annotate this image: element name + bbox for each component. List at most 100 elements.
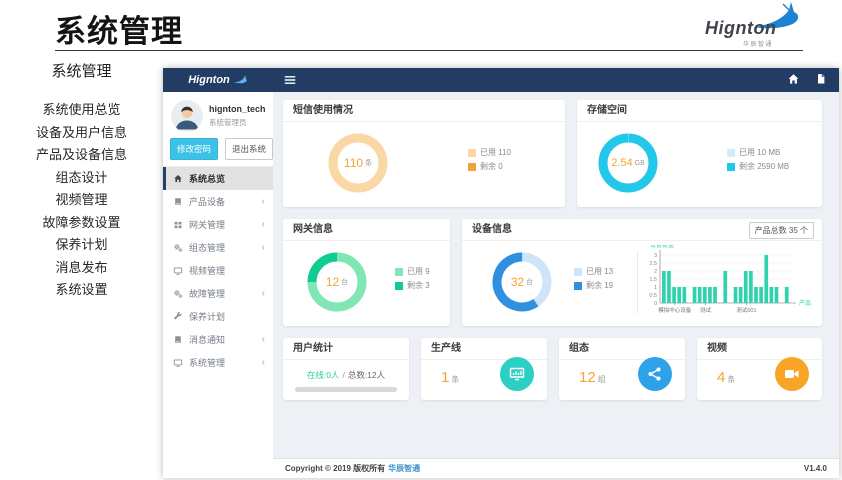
antelope-logo-icon <box>753 1 807 36</box>
menu-icon[interactable] <box>283 73 297 87</box>
sidebar-item-label: 故障管理 <box>189 289 226 299</box>
donut-value: 110 <box>343 156 364 170</box>
total-count: 总数:12人 <box>347 370 386 380</box>
legend-label: 剩余 2590 MB <box>739 162 790 171</box>
sidebar-menu-item[interactable]: 产品设备 ‹ <box>163 190 273 213</box>
chart-legend: 已用 9 剩余 3 <box>395 263 430 294</box>
svg-text:测试: 测试 <box>700 306 712 314</box>
sidebar-item-label: 保养计划 <box>189 312 226 322</box>
sidebar-menu-item[interactable]: 故障管理 ‹ <box>163 282 273 305</box>
legend-item: 已用 10 MB <box>727 147 789 158</box>
outer-nav-item[interactable]: 产品及设备信息 <box>35 147 127 162</box>
svg-text:2: 2 <box>654 269 657 275</box>
legend-label: 已用 9 <box>407 267 430 276</box>
legend-item: 已用 110 <box>468 147 511 158</box>
svg-text:产品: 产品 <box>799 299 811 307</box>
chevron-left-icon: ‹ <box>261 241 265 253</box>
sidebar-menu-item[interactable]: 保养计划 <box>163 305 273 328</box>
logout-button[interactable]: 退出系统 <box>225 138 274 160</box>
legend-swatch <box>727 148 735 157</box>
sidebar-menu-item[interactable]: 系统总览 <box>163 167 273 190</box>
sidebar-item-label: 视频管理 <box>189 266 226 276</box>
metric-value: 1 <box>441 369 450 386</box>
chevron-left-icon: ‹ <box>261 287 265 299</box>
svg-text:2.5: 2.5 <box>649 261 657 267</box>
sidebar-item-label: 网关管理 <box>189 220 226 230</box>
outer-nav-item[interactable]: 组态设计 <box>55 169 108 185</box>
outer-nav-item[interactable]: 系统设置 <box>55 282 108 297</box>
sidebar-menu-item[interactable]: 视频管理 <box>163 259 273 282</box>
legend-label: 已用 10 MB <box>739 148 781 157</box>
sidebar-item-label: 组态管理 <box>189 243 226 253</box>
monitor-icon <box>173 358 183 368</box>
card-title: 用户统计 <box>283 338 409 360</box>
sidebar-menu-item[interactable]: 组态管理 ‹ <box>163 236 273 259</box>
donut-unit: 台 <box>526 279 534 286</box>
sidebar-menu-item[interactable]: 网关管理 ‹ <box>163 213 273 236</box>
card-title: 组态 <box>559 338 685 360</box>
separator: / <box>342 370 345 380</box>
user-stats-card: 用户统计 在线:0人 / 总数:12人 <box>283 338 409 400</box>
storage-donut-chart: 2.54 GB <box>595 130 661 196</box>
logo-brand-text: Hignton <box>705 18 777 38</box>
card-title: 视频 <box>697 338 822 360</box>
sidebar-item-label: 产品设备 <box>189 197 226 207</box>
outer-nav-item[interactable]: 系统使用总览 <box>42 102 121 117</box>
gateway-donut-chart: 12 台 <box>304 249 370 315</box>
wrench-icon <box>173 311 183 322</box>
legend-item: 剩余 2590 MB <box>727 161 789 172</box>
chevron-left-icon: ‹ <box>261 333 265 345</box>
outer-nav-item[interactable]: 故障参数设置 <box>42 214 121 230</box>
avatar[interactable] <box>171 100 203 132</box>
grid-icon <box>173 220 183 230</box>
page-title: 系统管理 <box>55 14 183 49</box>
monitor-chart-icon <box>500 357 534 391</box>
svg-text:测试001: 测试001 <box>736 306 756 314</box>
monitor-icon <box>173 266 183 276</box>
change-password-button[interactable]: 修改密码 <box>170 138 219 160</box>
sidebar: Hignton hignton_tech 系统管理员 修改密码 退出系统 系统总… <box>163 68 274 478</box>
online-progress-bar <box>295 387 397 392</box>
sidebar-menu-item[interactable]: 系统管理 ‹ <box>163 351 273 374</box>
sidebar-menu-item[interactable]: 消息通知 ‹ <box>163 328 273 351</box>
card-title: 短信使用情况 <box>283 100 565 122</box>
company-link[interactable]: 华辰智通 <box>388 464 421 473</box>
user-stat-line: 在线:0人 / 总数:12人 <box>283 369 409 381</box>
legend-swatch <box>468 148 476 157</box>
svg-text:0.5: 0.5 <box>649 293 657 299</box>
outer-nav-item[interactable]: 设备及用户信息 <box>35 124 127 140</box>
chevron-left-icon: ‹ <box>261 195 265 207</box>
home-icon[interactable] <box>787 73 801 87</box>
share-nodes-icon <box>638 357 672 391</box>
outer-nav-item[interactable]: 视频管理 <box>55 192 108 207</box>
storage-card: 存储空间 2.54 GB 已用 10 MB 剩余 2590 MB <box>577 100 822 207</box>
outer-nav-heading: 系统管理 <box>51 63 112 80</box>
legend-item: 已用 13 <box>574 266 613 277</box>
legend-label: 已用 110 <box>480 148 511 157</box>
device-donut-chart: 32 台 <box>489 249 555 315</box>
dashboard-footer: Copyright © 2019 版权所有 华辰智通 V1.4.0 <box>273 458 839 478</box>
svg-text:3: 3 <box>654 253 657 259</box>
outer-nav-item[interactable]: 保养计划 <box>55 237 108 252</box>
card-title: 存储空间 <box>577 100 822 122</box>
book-icon <box>173 335 183 345</box>
chart-legend: 已用 13 剩余 19 <box>574 263 613 294</box>
outer-nav-item[interactable]: 消息发布 <box>55 259 108 275</box>
legend-swatch <box>468 162 476 171</box>
copyright-text: Copyright © 2019 版权所有 <box>285 464 386 473</box>
legend-item: 已用 9 <box>395 266 430 277</box>
hignton-logo: Hignton 华辰智通 <box>703 1 807 49</box>
legend-label: 剩余 3 <box>407 281 430 290</box>
sidebar-item-label: 系统管理 <box>189 358 226 368</box>
antelope-logo-icon <box>233 75 247 84</box>
metric-unit: 条 <box>451 375 460 384</box>
version-label: V1.4.0 <box>803 464 827 473</box>
cogs-icon <box>173 243 183 253</box>
video-camera-icon <box>775 357 809 391</box>
file-icon[interactable] <box>815 73 829 87</box>
chevron-left-icon: ‹ <box>261 218 265 230</box>
svg-text:模拟中心设备: 模拟中心设备 <box>658 306 692 314</box>
